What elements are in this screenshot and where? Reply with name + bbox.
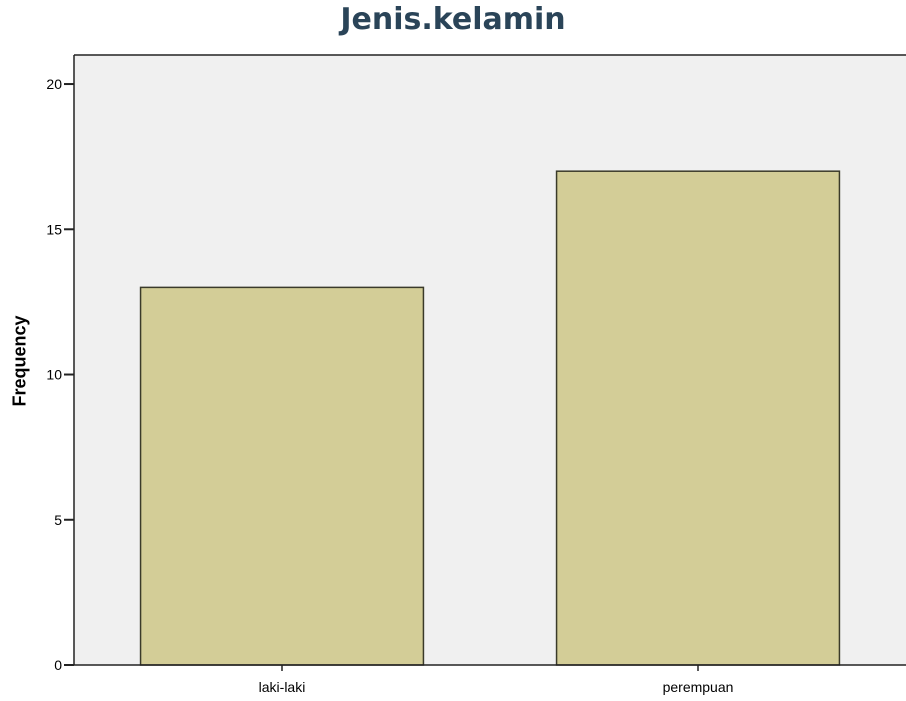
x-tick-label: laki-laki — [259, 679, 306, 695]
y-tick-label: 5 — [54, 512, 62, 528]
y-tick-label: 10 — [46, 367, 62, 383]
chart-title: Jenis.kelamin — [340, 2, 566, 37]
bar-perempuan — [555, 170, 841, 666]
y-tick-label: 15 — [46, 221, 62, 237]
bar-laki-laki — [139, 286, 425, 666]
y-tick-label: 0 — [54, 657, 62, 673]
y-tick-label: 20 — [46, 76, 62, 92]
x-tick-label: perempuan — [663, 679, 734, 695]
